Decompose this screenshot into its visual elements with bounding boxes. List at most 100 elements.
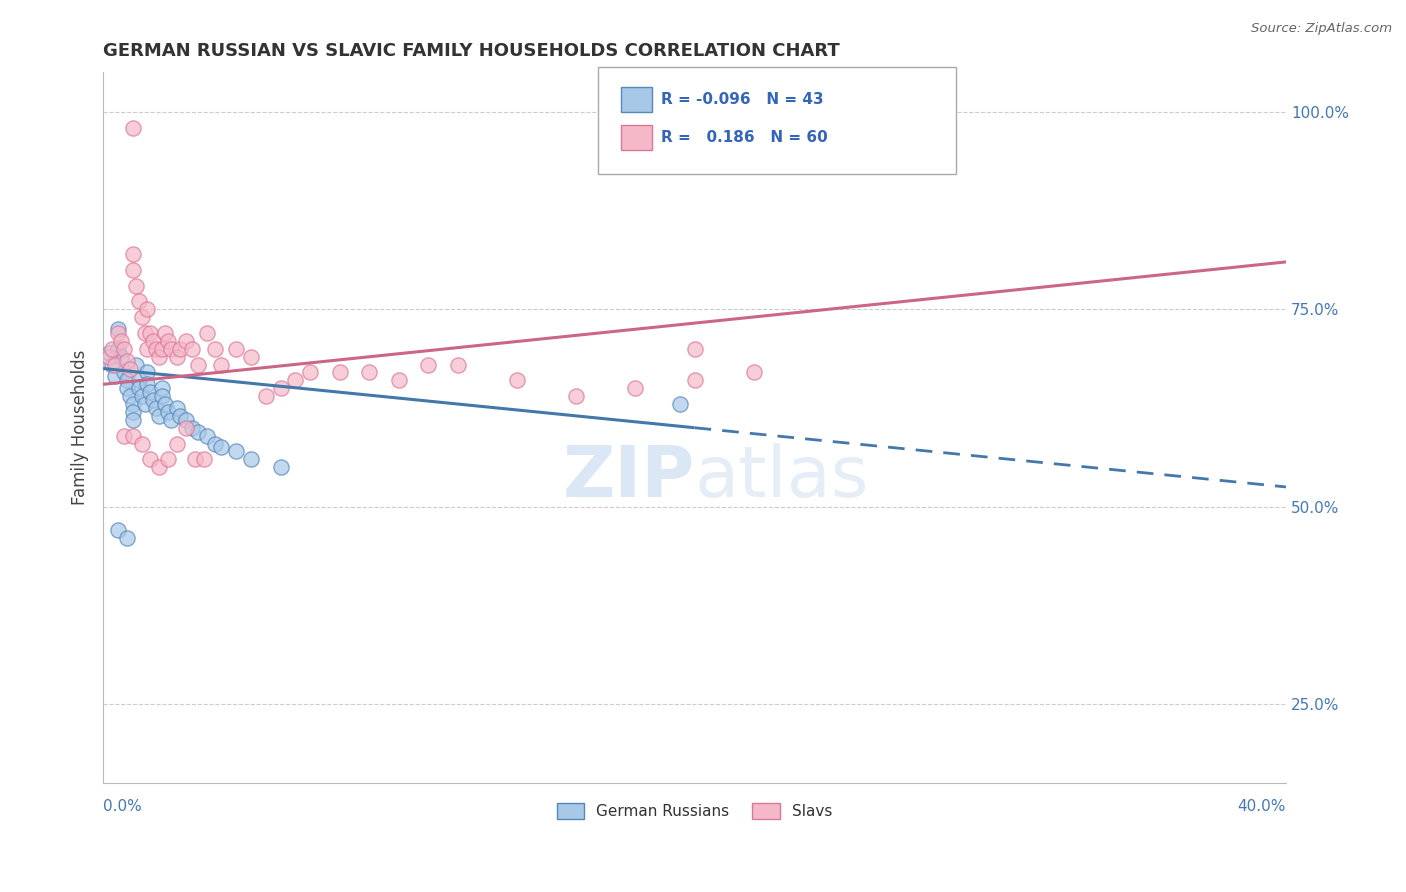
- Text: atlas: atlas: [695, 443, 869, 512]
- Point: [180, 421, 202, 435]
- Text: ZIP: ZIP: [562, 443, 695, 512]
- Point: [142, 393, 165, 408]
- Point: [668, 397, 690, 411]
- Point: [683, 342, 706, 356]
- Point: [174, 421, 197, 435]
- Text: 0.0%: 0.0%: [103, 799, 142, 814]
- Point: [136, 342, 159, 356]
- Point: [195, 326, 218, 340]
- Point: [131, 389, 153, 403]
- Point: [128, 373, 150, 387]
- Point: [118, 361, 141, 376]
- Point: [187, 425, 209, 439]
- Point: [284, 373, 307, 387]
- Text: R = -0.096   N = 43: R = -0.096 N = 43: [661, 92, 824, 106]
- Point: [148, 350, 170, 364]
- Point: [124, 278, 146, 293]
- Point: [150, 389, 173, 403]
- Legend: German Russians, Slavs: German Russians, Slavs: [551, 797, 838, 825]
- Point: [157, 405, 180, 419]
- Point: [254, 389, 277, 403]
- Point: [139, 452, 162, 467]
- Point: [270, 381, 292, 395]
- Point: [124, 358, 146, 372]
- Point: [204, 436, 226, 450]
- Y-axis label: Family Households: Family Households: [72, 350, 89, 506]
- Text: Source: ZipAtlas.com: Source: ZipAtlas.com: [1251, 22, 1392, 36]
- Point: [624, 381, 647, 395]
- Point: [148, 460, 170, 475]
- Point: [134, 326, 156, 340]
- Point: [98, 345, 121, 359]
- Point: [225, 342, 247, 356]
- Point: [121, 413, 143, 427]
- Point: [112, 342, 135, 356]
- Point: [565, 389, 588, 403]
- Point: [150, 381, 173, 395]
- Point: [104, 358, 127, 372]
- Point: [112, 428, 135, 442]
- Point: [121, 428, 143, 442]
- Point: [98, 350, 121, 364]
- Point: [121, 262, 143, 277]
- Point: [121, 397, 143, 411]
- Point: [388, 373, 411, 387]
- Point: [112, 366, 135, 380]
- Point: [101, 342, 124, 356]
- Point: [121, 247, 143, 261]
- Point: [195, 428, 218, 442]
- Point: [209, 358, 232, 372]
- Point: [169, 342, 191, 356]
- Point: [157, 452, 180, 467]
- Point: [157, 334, 180, 348]
- Point: [359, 366, 381, 380]
- Point: [134, 397, 156, 411]
- Point: [187, 358, 209, 372]
- Point: [148, 409, 170, 423]
- Point: [110, 350, 132, 364]
- Point: [115, 381, 138, 395]
- Point: [160, 342, 183, 356]
- Text: 40.0%: 40.0%: [1237, 799, 1286, 814]
- Point: [136, 366, 159, 380]
- Point: [101, 358, 124, 372]
- Point: [104, 369, 127, 384]
- Point: [270, 460, 292, 475]
- Point: [142, 334, 165, 348]
- Text: R =   0.186   N = 60: R = 0.186 N = 60: [661, 130, 828, 145]
- Point: [193, 452, 215, 467]
- Point: [121, 120, 143, 135]
- Point: [180, 342, 202, 356]
- Point: [115, 531, 138, 545]
- Point: [110, 334, 132, 348]
- Point: [131, 436, 153, 450]
- Point: [128, 294, 150, 309]
- Point: [160, 413, 183, 427]
- Point: [299, 366, 322, 380]
- Point: [150, 342, 173, 356]
- Point: [121, 405, 143, 419]
- Point: [107, 342, 129, 356]
- Point: [169, 409, 191, 423]
- Point: [240, 350, 263, 364]
- Point: [115, 373, 138, 387]
- Point: [139, 385, 162, 400]
- Point: [329, 366, 352, 380]
- Point: [155, 326, 177, 340]
- Point: [225, 444, 247, 458]
- Text: GERMAN RUSSIAN VS SLAVIC FAMILY HOUSEHOLDS CORRELATION CHART: GERMAN RUSSIAN VS SLAVIC FAMILY HOUSEHOL…: [103, 42, 839, 60]
- Point: [115, 353, 138, 368]
- Point: [118, 389, 141, 403]
- Point: [174, 413, 197, 427]
- Point: [155, 397, 177, 411]
- Point: [128, 381, 150, 395]
- Point: [136, 377, 159, 392]
- Point: [204, 342, 226, 356]
- Point: [506, 373, 529, 387]
- Point: [166, 436, 188, 450]
- Point: [683, 373, 706, 387]
- Point: [166, 401, 188, 415]
- Point: [107, 326, 129, 340]
- Point: [145, 342, 167, 356]
- Point: [136, 302, 159, 317]
